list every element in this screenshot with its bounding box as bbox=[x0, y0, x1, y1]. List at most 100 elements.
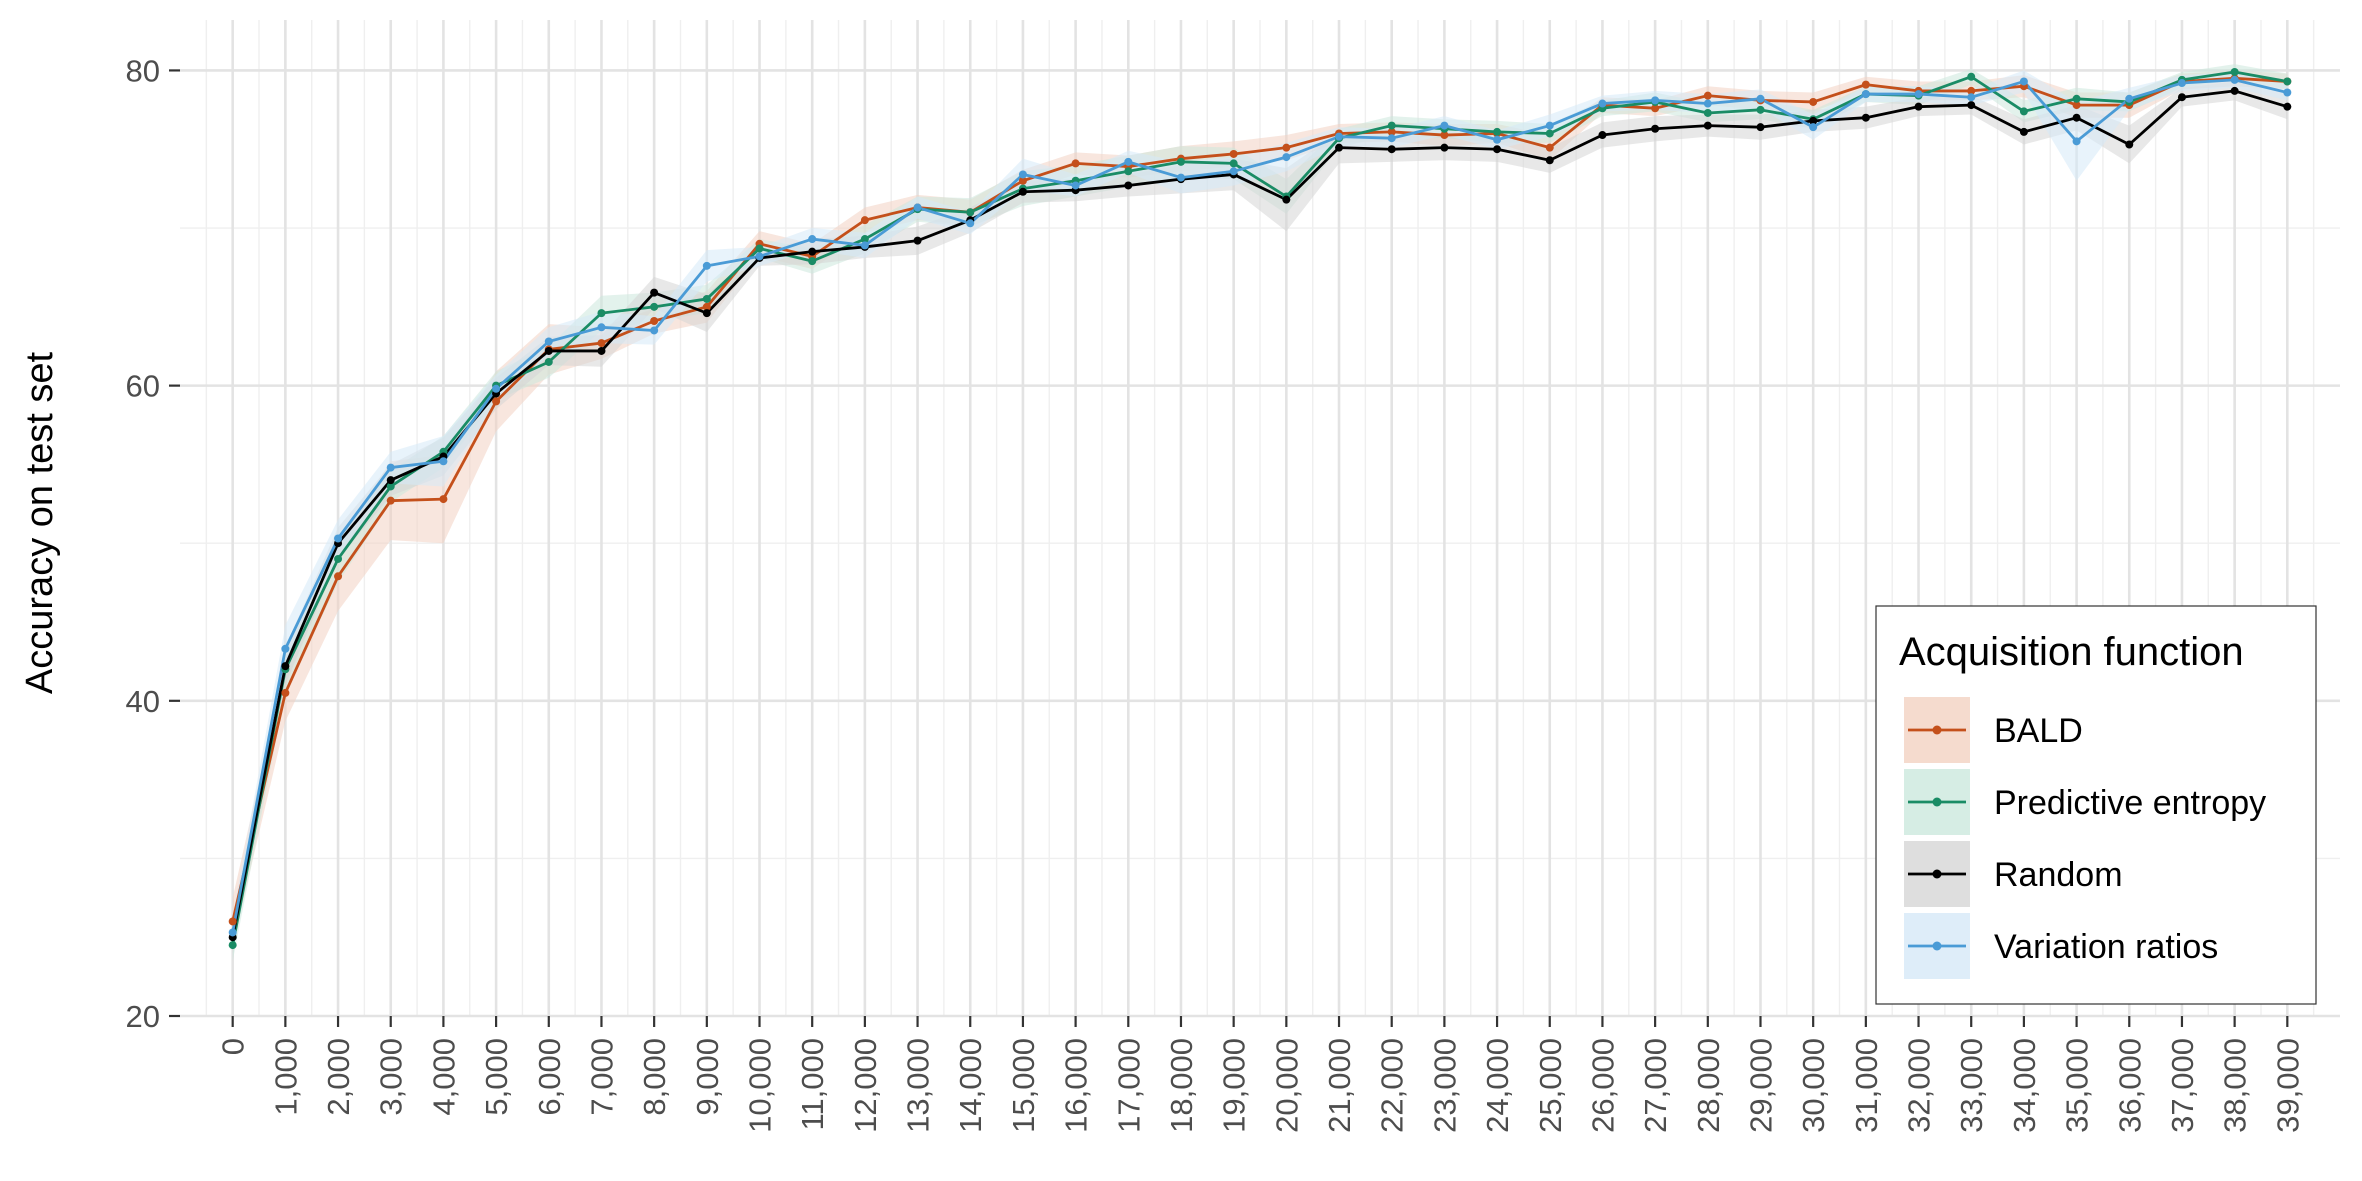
point-predictive-entropy bbox=[334, 554, 343, 563]
x-tick-label: 27,000 bbox=[1638, 1038, 1673, 1133]
x-tick-label: 21,000 bbox=[1322, 1038, 1357, 1133]
x-tick-label: 36,000 bbox=[2112, 1038, 2147, 1133]
legend-label: Predictive entropy bbox=[1994, 784, 2266, 822]
point-random bbox=[1809, 116, 1818, 125]
legend-key-point bbox=[1932, 797, 1942, 807]
x-tick-label: 28,000 bbox=[1691, 1038, 1726, 1133]
point-bald bbox=[702, 302, 711, 311]
point-random bbox=[1703, 121, 1712, 130]
point-variation-ratios bbox=[1809, 123, 1818, 132]
point-predictive-entropy bbox=[1967, 72, 1976, 81]
point-bald bbox=[1703, 91, 1712, 100]
x-tick-label: 1,000 bbox=[268, 1038, 303, 1116]
y-tick-label: 20 bbox=[126, 999, 160, 1034]
point-random bbox=[1440, 143, 1449, 152]
x-tick-label: 11,000 bbox=[795, 1038, 830, 1131]
point-variation-ratios bbox=[386, 463, 395, 472]
point-predictive-entropy bbox=[544, 357, 553, 366]
point-random bbox=[2283, 102, 2292, 111]
x-tick-label: 3,000 bbox=[374, 1038, 409, 1116]
point-random bbox=[2230, 86, 2239, 95]
point-bald bbox=[386, 496, 395, 505]
point-variation-ratios bbox=[2177, 79, 2186, 88]
x-tick-label: 25,000 bbox=[1533, 1038, 1568, 1133]
point-variation-ratios bbox=[544, 337, 553, 346]
x-tick-label: 7,000 bbox=[584, 1038, 619, 1116]
point-variation-ratios bbox=[492, 384, 501, 393]
point-predictive-entropy bbox=[2019, 107, 2028, 116]
point-random bbox=[281, 662, 290, 671]
legend-key-point bbox=[1932, 869, 1942, 879]
y-tick-label: 80 bbox=[126, 53, 160, 88]
point-predictive-entropy bbox=[2230, 68, 2239, 77]
x-tick-label: 23,000 bbox=[1427, 1038, 1462, 1133]
point-variation-ratios bbox=[597, 323, 606, 332]
point-variation-ratios bbox=[860, 241, 869, 250]
point-bald bbox=[1809, 97, 1818, 106]
point-variation-ratios bbox=[1598, 99, 1607, 108]
point-variation-ratios bbox=[2019, 77, 2028, 86]
y-axis-ticks: 20 40 60 80 bbox=[126, 53, 180, 1034]
x-tick-label: 4,000 bbox=[426, 1038, 461, 1116]
point-variation-ratios bbox=[228, 928, 237, 937]
point-random bbox=[1756, 123, 1765, 132]
point-variation-ratios bbox=[1861, 90, 1870, 99]
point-bald bbox=[1018, 176, 1027, 185]
point-random bbox=[1545, 156, 1554, 165]
x-tick-label: 35,000 bbox=[2060, 1038, 2095, 1133]
x-tick-label: 32,000 bbox=[1902, 1038, 1937, 1133]
point-random bbox=[913, 236, 922, 245]
legend-key-point bbox=[1932, 941, 1942, 951]
point-random bbox=[1493, 145, 1502, 154]
x-tick-label: 16,000 bbox=[1059, 1038, 1094, 1133]
point-predictive-entropy bbox=[702, 294, 711, 303]
point-random bbox=[808, 247, 817, 256]
line-variation-ratios bbox=[231, 78, 2288, 933]
point-predictive-entropy bbox=[1756, 105, 1765, 114]
point-predictive-entropy bbox=[755, 244, 764, 253]
legend-key-point bbox=[1932, 725, 1942, 735]
x-tick-label: 33,000 bbox=[1954, 1038, 1989, 1133]
confidence-bands bbox=[232, 64, 2288, 961]
point-random bbox=[1914, 102, 1923, 111]
x-tick-label: 15,000 bbox=[1006, 1038, 1041, 1133]
point-random bbox=[650, 288, 659, 297]
x-tick-label: 20,000 bbox=[1269, 1038, 1304, 1133]
point-bald bbox=[334, 572, 343, 581]
x-tick-label: 2,000 bbox=[321, 1038, 356, 1116]
point-variation-ratios bbox=[2125, 94, 2134, 103]
y-tick-label: 40 bbox=[126, 684, 160, 719]
point-variation-ratios bbox=[1335, 132, 1344, 141]
point-predictive-entropy bbox=[808, 257, 817, 266]
legend-label: Variation ratios bbox=[1994, 928, 2218, 966]
point-random bbox=[1387, 145, 1396, 154]
point-random bbox=[1598, 131, 1607, 140]
point-bald bbox=[1387, 127, 1396, 136]
point-variation-ratios bbox=[808, 235, 817, 244]
point-bald bbox=[2072, 101, 2081, 110]
point-variation-ratios bbox=[1071, 181, 1080, 190]
point-variation-ratios bbox=[1440, 121, 1449, 130]
point-predictive-entropy bbox=[650, 302, 659, 311]
x-tick-label: 9,000 bbox=[690, 1038, 725, 1116]
point-predictive-entropy bbox=[228, 941, 237, 950]
point-bald bbox=[228, 917, 237, 926]
point-predictive-entropy bbox=[2072, 94, 2081, 103]
point-bald bbox=[1967, 86, 1976, 95]
point-random bbox=[2019, 127, 2028, 136]
series-points bbox=[228, 68, 2292, 950]
point-bald bbox=[1440, 131, 1449, 140]
x-tick-label: 12,000 bbox=[848, 1038, 883, 1133]
point-variation-ratios bbox=[755, 252, 764, 261]
y-axis-title: Accuracy on test set bbox=[19, 351, 61, 694]
point-predictive-entropy bbox=[1124, 167, 1133, 176]
x-tick-label: 10,000 bbox=[743, 1038, 778, 1133]
point-predictive-entropy bbox=[1493, 127, 1502, 136]
x-tick-label: 22,000 bbox=[1375, 1038, 1410, 1133]
x-tick-label: 8,000 bbox=[637, 1038, 672, 1116]
x-tick-label: 34,000 bbox=[2007, 1038, 2042, 1133]
x-tick-label: 18,000 bbox=[1164, 1038, 1199, 1133]
x-tick-label: 24,000 bbox=[1480, 1038, 1515, 1133]
x-tick-label: 31,000 bbox=[1849, 1038, 1884, 1133]
x-tick-label: 26,000 bbox=[1585, 1038, 1620, 1133]
